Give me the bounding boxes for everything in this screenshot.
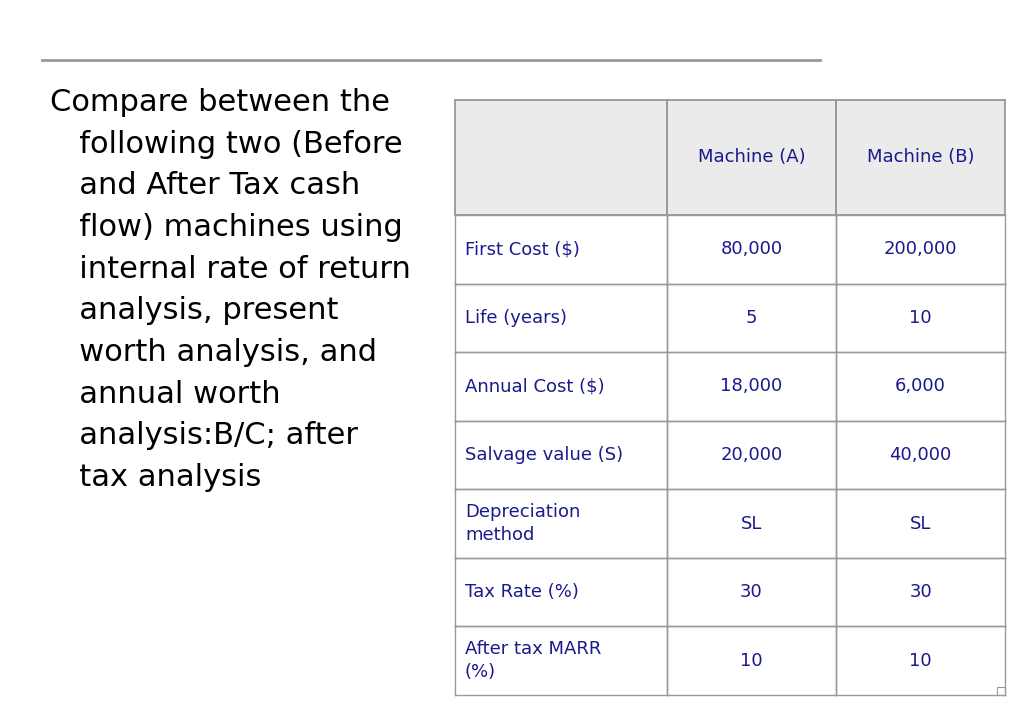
Text: 20,000: 20,000 bbox=[720, 446, 782, 464]
Text: 5: 5 bbox=[745, 309, 757, 327]
Text: 10: 10 bbox=[740, 652, 763, 670]
Bar bbox=[837, 100, 1005, 215]
Text: 10: 10 bbox=[909, 652, 932, 670]
Text: 6,000: 6,000 bbox=[895, 378, 946, 395]
Text: SL: SL bbox=[740, 515, 762, 532]
Text: 40,000: 40,000 bbox=[890, 446, 951, 464]
Text: Compare between the
   following two (Before
   and After Tax cash
   flow) mach: Compare between the following two (Befor… bbox=[50, 88, 411, 492]
Text: Life (years): Life (years) bbox=[465, 309, 567, 327]
Text: Depreciation
method: Depreciation method bbox=[465, 503, 581, 544]
Text: 10: 10 bbox=[909, 309, 932, 327]
Text: After tax MARR
(%): After tax MARR (%) bbox=[465, 640, 601, 681]
Text: First Cost ($): First Cost ($) bbox=[465, 240, 580, 258]
Text: 30: 30 bbox=[909, 583, 932, 601]
Text: Machine (A): Machine (A) bbox=[697, 148, 805, 167]
Text: 30: 30 bbox=[740, 583, 763, 601]
Text: 18,000: 18,000 bbox=[720, 378, 782, 395]
Bar bbox=[667, 100, 837, 215]
Text: SL: SL bbox=[910, 515, 931, 532]
Text: 200,000: 200,000 bbox=[884, 240, 957, 258]
Bar bbox=[455, 100, 667, 215]
Text: Tax Rate (%): Tax Rate (%) bbox=[465, 583, 579, 601]
Text: 80,000: 80,000 bbox=[721, 240, 782, 258]
Text: Machine (B): Machine (B) bbox=[867, 148, 974, 167]
Text: Salvage value (S): Salvage value (S) bbox=[465, 446, 624, 464]
Text: Annual Cost ($): Annual Cost ($) bbox=[465, 378, 604, 395]
